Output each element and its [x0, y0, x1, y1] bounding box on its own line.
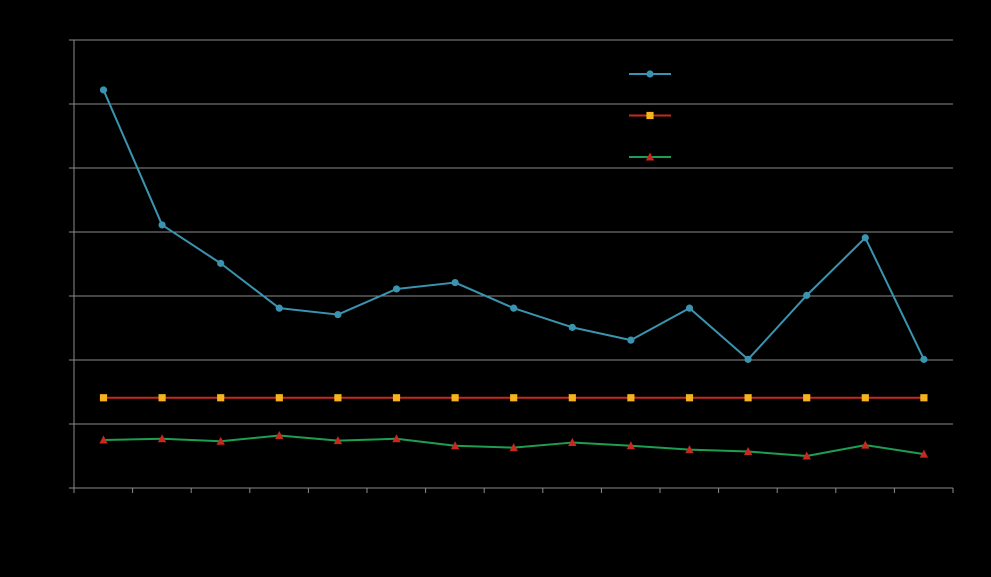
data-point [568, 438, 577, 447]
legend-marker [646, 111, 654, 120]
data-point [334, 394, 342, 402]
data-point [451, 278, 459, 287]
data-point [275, 394, 283, 402]
axes [69, 39, 954, 493]
data-point [158, 394, 166, 402]
data-point [803, 394, 811, 402]
legend-entry [629, 152, 671, 161]
legend-entry [629, 111, 671, 120]
data-point [510, 304, 518, 312]
data-point [334, 310, 342, 319]
data-point [861, 440, 870, 449]
data-point [627, 336, 635, 344]
data-point [568, 323, 576, 331]
data-point [743, 447, 753, 456]
data-point [861, 394, 869, 402]
data-point [216, 436, 225, 445]
data-point [861, 234, 869, 242]
data-point [919, 449, 929, 458]
data-point [744, 394, 752, 402]
data-point [626, 441, 636, 450]
data-point [392, 394, 401, 402]
data-point [509, 443, 518, 452]
legend-marker [646, 70, 654, 78]
data-point [744, 355, 752, 363]
data-point [451, 394, 459, 402]
legend-marker [645, 152, 655, 161]
plot-area [99, 86, 929, 460]
data-point [568, 394, 576, 402]
legend-entry [629, 70, 671, 78]
data-point [392, 434, 401, 443]
series-line [102, 89, 925, 361]
data-point [510, 394, 518, 402]
data-point [217, 259, 225, 267]
data-point [157, 434, 167, 443]
data-point [275, 304, 283, 312]
data-point [392, 285, 401, 293]
series-2 [99, 394, 928, 402]
data-point [685, 445, 694, 454]
data-point [158, 221, 166, 229]
data-point [803, 291, 811, 299]
gridlines [74, 39, 953, 425]
data-point [920, 394, 928, 402]
series-1 [99, 86, 928, 363]
data-point [920, 355, 928, 363]
data-point [685, 394, 694, 402]
data-point [99, 435, 108, 444]
data-point [99, 394, 108, 402]
data-point [217, 394, 225, 402]
legend [629, 70, 671, 161]
data-point [685, 304, 694, 312]
data-point [450, 441, 460, 450]
data-point [333, 436, 343, 445]
data-point [99, 86, 108, 94]
data-point [275, 431, 284, 440]
series-3 [99, 431, 929, 460]
data-point [802, 451, 811, 460]
data-point [627, 394, 635, 402]
